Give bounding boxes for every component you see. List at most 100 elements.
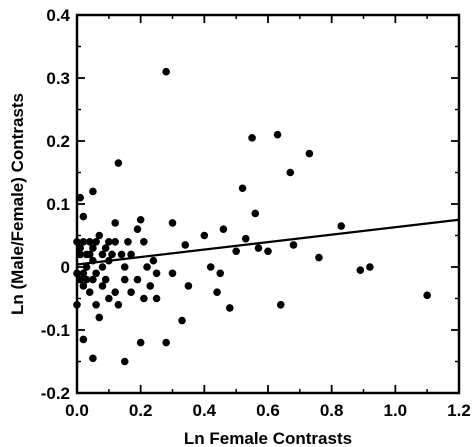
y-tick-label: 0.2 [46,132,70,151]
x-tick-label: 1.2 [447,401,471,420]
data-point [133,275,142,284]
data-point [276,301,285,309]
x-tick-label: 1.0 [384,401,408,420]
data-point [213,288,221,297]
data-point [289,241,298,249]
data-point [120,275,129,284]
data-point [98,282,107,290]
data-point [82,263,91,271]
data-point [251,209,260,218]
y-tick-label: -0.1 [41,321,70,340]
data-points [73,67,431,366]
data-point [79,238,88,246]
data-point [101,244,110,252]
data-point [337,222,346,230]
data-point [178,316,186,325]
data-point [254,244,263,252]
data-point [92,238,100,246]
data-point [111,219,119,227]
data-point [79,269,88,278]
data-point [162,338,170,347]
axis-ticks [76,14,460,394]
data-point [184,282,193,290]
data-point [79,212,88,221]
data-point [168,219,177,227]
data-point [423,291,431,300]
data-point [79,335,88,344]
data-point [136,215,145,224]
data-point [162,67,170,76]
data-point [85,250,94,259]
plot-frame [75,13,461,395]
data-point [366,263,374,271]
data-point [273,130,282,139]
data-point [124,238,132,246]
data-point [105,256,113,265]
data-point [89,187,97,196]
data-point [92,301,100,309]
data-point [181,241,190,249]
data-point [76,275,84,284]
data-point [200,231,209,240]
x-axis-label: Ln Female Contrasts [184,429,352,447]
data-point [146,282,155,290]
data-point [241,234,250,243]
data-point [143,263,151,271]
data-point [85,288,94,297]
data-point [232,247,240,256]
data-point [114,301,123,309]
data-point [140,238,148,246]
y-tick-label: -0.2 [41,384,70,403]
data-point [315,253,323,262]
data-point [238,184,247,193]
data-point [219,225,228,233]
data-point [152,269,161,278]
data-point [133,225,142,233]
tick-labels: 0.0 0.2 0.4 0.6 0.8 1.0 1.2 -0.2 -0.1 0 0.1 0.2 0.3 0… [41,6,471,420]
data-point [89,354,97,363]
data-point [286,168,295,177]
data-point [76,244,84,252]
data-point [98,250,107,259]
data-point [120,357,129,366]
x-tick-label: 0.8 [320,401,344,420]
y-tick-label: 0.1 [46,195,70,214]
data-point [73,269,81,278]
y-tick-label: 0 [61,258,70,277]
data-point [206,263,215,271]
data-point [356,266,365,274]
x-tick-label: 0.6 [256,401,280,420]
data-point [149,256,158,265]
data-point [98,263,107,271]
data-point [89,256,97,265]
regression-line [76,218,460,266]
data-point [305,149,314,158]
x-tick-label: 0.2 [129,401,153,420]
data-point [95,313,104,322]
data-point [168,269,177,278]
data-point [136,338,145,347]
data-point [264,247,272,256]
data-point [108,250,116,259]
data-point [73,301,81,309]
data-point [73,238,81,246]
data-point [95,231,104,240]
data-point [127,250,135,259]
data-point [111,238,119,246]
y-tick-label: 0.3 [46,69,70,88]
data-point [92,269,100,278]
data-point [111,288,119,297]
data-point [216,269,225,278]
data-point [117,250,126,259]
data-point [101,275,110,284]
data-point [89,244,97,252]
data-point [85,238,94,246]
data-point [226,304,234,312]
data-point [114,159,123,167]
y-tick-label: 0.4 [46,6,70,25]
data-point [89,275,97,284]
data-point [82,275,91,284]
data-point [127,288,135,297]
data-point [120,263,129,271]
